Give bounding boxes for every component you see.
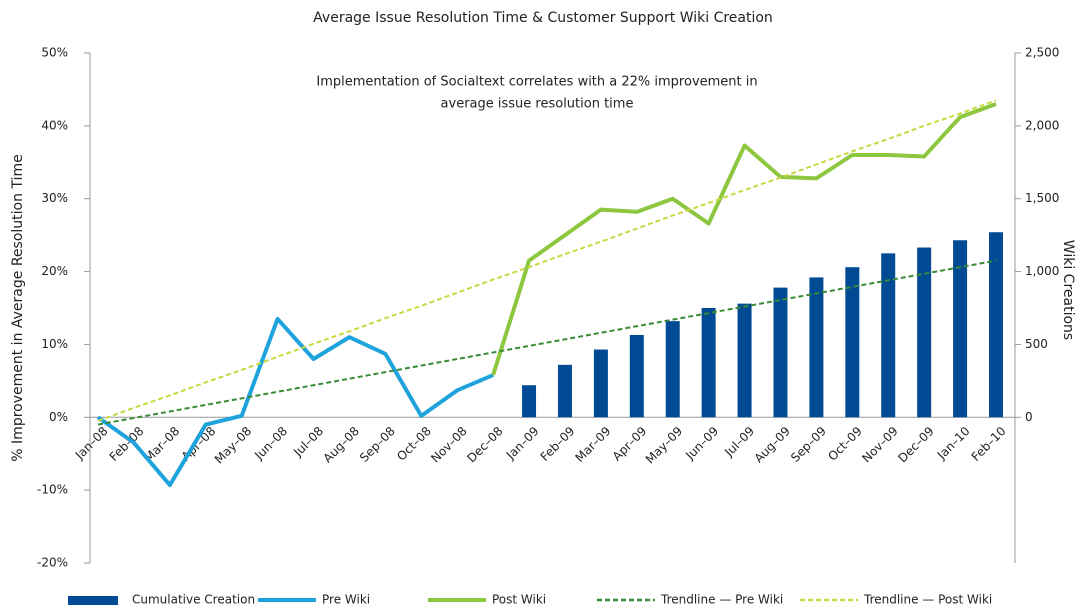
legend-label: Pre Wiki <box>322 593 370 607</box>
x-tick-label: Nov–09 <box>859 424 901 466</box>
annotation: average issue resolution time <box>441 97 634 112</box>
bar <box>701 308 716 418</box>
line <box>491 102 997 376</box>
y-tick-label: 20% <box>41 264 68 278</box>
bar <box>557 364 572 418</box>
bar <box>845 267 860 418</box>
x-tick-label: Dec–08 <box>464 424 505 465</box>
x-tick-label: Oct–08 <box>394 424 434 464</box>
bar <box>989 232 1003 418</box>
bar <box>737 303 752 418</box>
x-tick-label: Aug–09 <box>752 424 794 466</box>
y-tick-label: 10% <box>41 337 68 351</box>
x-tick-label: Feb–09 <box>538 424 578 464</box>
bar <box>522 385 537 418</box>
bar <box>809 277 824 418</box>
bar <box>773 287 788 418</box>
bar <box>665 321 680 418</box>
y2-tick-label: 2,500 <box>1025 46 1059 60</box>
x-tick-label: Oct–09 <box>825 424 865 464</box>
x-tick-label: May–08 <box>212 424 254 466</box>
annotation: Implementation of Socialtext correlates … <box>316 75 757 90</box>
x-tick-label: Jan–08 <box>72 424 111 463</box>
legend-label: Cumulative Creation <box>132 593 255 607</box>
x-tick-label: Mar–09 <box>573 424 614 465</box>
bar <box>917 247 932 418</box>
legend-label: Trendline — Pre Wiki <box>660 593 783 607</box>
y-tick-label: 0% <box>49 410 68 424</box>
x-tick-label: Sep–09 <box>788 424 829 465</box>
y-tick-label: 40% <box>41 118 68 132</box>
bar <box>953 240 968 418</box>
x-tick-label: Jun–09 <box>682 424 721 463</box>
legend-label: Post Wiki <box>492 593 546 607</box>
y2-tick-label: 2,000 <box>1025 118 1059 132</box>
x-tick-label: Jun–08 <box>251 424 290 463</box>
bar <box>881 253 896 418</box>
x-tick-label: Aug–08 <box>321 424 363 466</box>
bar <box>629 334 644 418</box>
y-tick-label: -10% <box>37 483 68 497</box>
line <box>97 99 997 422</box>
x-tick-label: May–09 <box>643 424 685 466</box>
x-tick-label: Dec–09 <box>895 424 936 465</box>
line <box>96 316 494 488</box>
legend-label: Trendline — Post Wiki <box>863 593 992 607</box>
bar <box>593 349 608 418</box>
x-tick-label: Nov–08 <box>428 424 470 466</box>
y2-tick-label: 1,000 <box>1025 264 1059 278</box>
y2-tick-label: 0 <box>1025 410 1033 424</box>
y2-tick-label: 500 <box>1025 337 1048 351</box>
y-tick-label: 30% <box>41 191 68 205</box>
y2-tick-label: 1,500 <box>1025 191 1059 205</box>
y-tick-label: -20% <box>37 556 68 570</box>
x-tick-label: Feb–10 <box>969 424 1009 464</box>
y-axis-label: % Improvement in Average Resolution Time <box>10 154 26 461</box>
y2-axis-label: Wiki Creations <box>1060 240 1076 340</box>
x-tick-label: Sep–08 <box>357 424 398 465</box>
legend-swatch <box>68 596 118 605</box>
x-tick-label: Jan–10 <box>934 424 973 463</box>
line <box>97 259 997 426</box>
chart-title: Average Issue Resolution Time & Customer… <box>313 10 773 26</box>
y-tick-label: 50% <box>41 46 68 60</box>
x-tick-label: Jan–09 <box>503 424 542 463</box>
